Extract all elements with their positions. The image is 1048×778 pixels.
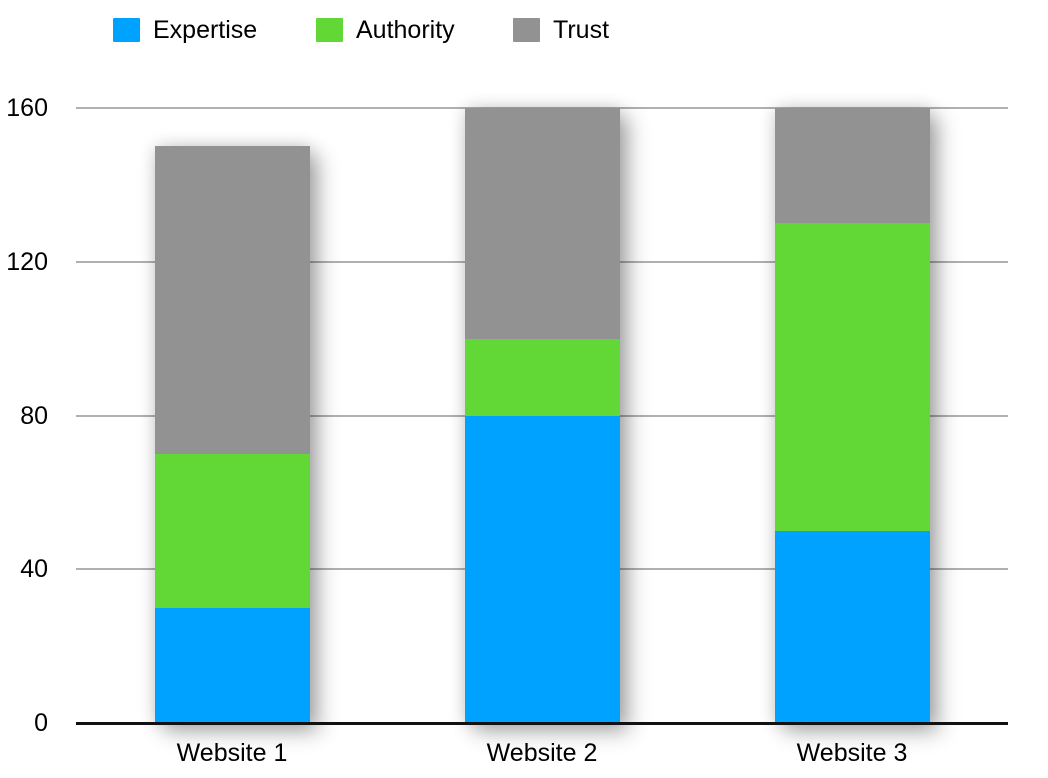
legend-item-expertise: Expertise (113, 17, 257, 43)
bar-website-1 (154, 146, 310, 723)
bar-segment-trust-website-3 (774, 108, 930, 224)
bar-segment-expertise-website-1 (154, 607, 310, 723)
legend-swatch-authority (316, 18, 343, 42)
bar-segment-expertise-website-2 (464, 415, 620, 723)
legend-swatch-trust (513, 18, 540, 42)
bar-segment-expertise-website-3 (774, 530, 930, 723)
legend-label-trust: Trust (553, 16, 610, 44)
bar-segment-authority-website-1 (154, 453, 310, 608)
bar-segment-authority-website-3 (774, 223, 930, 531)
bar-segment-trust-website-2 (464, 108, 620, 339)
bar-segment-authority-website-2 (464, 338, 620, 416)
legend-swatch-expertise (113, 18, 140, 42)
y-axis-tick-label: 160 (6, 94, 48, 122)
legend-label-expertise: Expertise (153, 16, 258, 44)
x-axis-label: Website 3 (796, 739, 908, 767)
y-axis-tick-label: 120 (6, 247, 48, 276)
legend-item-authority: Authority (316, 17, 455, 43)
x-axis-label: Website 1 (176, 739, 288, 767)
x-axis-line (76, 722, 1008, 725)
x-axis-label: Website 2 (486, 739, 598, 767)
bar-website-2 (464, 108, 620, 723)
y-axis-tick-label: 80 (20, 401, 48, 430)
legend-label-authority: Authority (356, 16, 455, 44)
legend-item-trust: Trust (513, 17, 609, 43)
y-axis-tick-label: 40 (20, 555, 48, 584)
bar-segment-trust-website-1 (154, 146, 310, 454)
y-axis-tick-label: 0 (34, 709, 48, 737)
bar-website-3 (774, 108, 930, 723)
